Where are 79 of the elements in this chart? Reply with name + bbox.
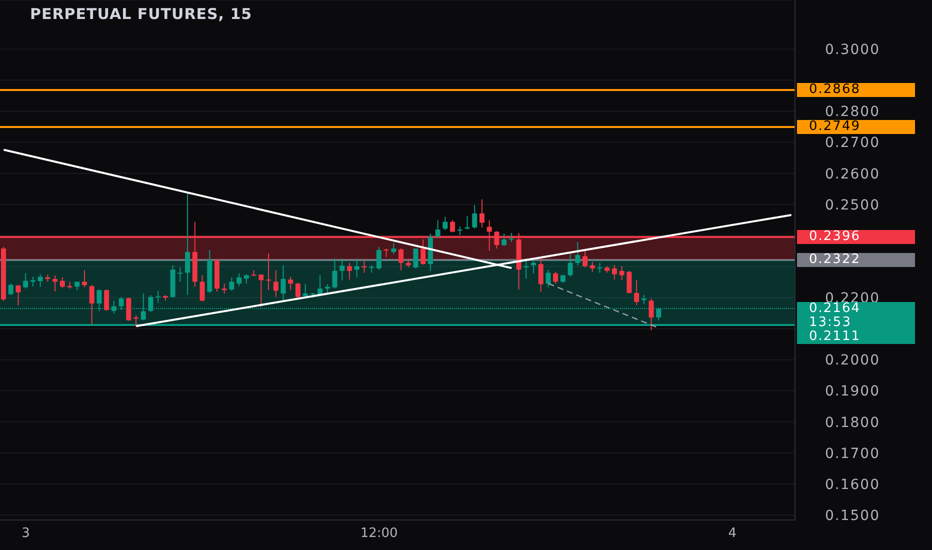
candlestick (582, 250, 588, 268)
candlestick (354, 258, 360, 278)
candlestick (546, 269, 551, 288)
y-tick-label: 0.3000 (825, 42, 880, 58)
candlestick (185, 191, 190, 296)
x-tick-label: 12:00 (360, 526, 398, 542)
candlestick (30, 276, 36, 288)
ref-line-label: 0.2111 (797, 328, 915, 344)
candlestick (229, 276, 234, 292)
candlestick (524, 258, 529, 280)
candlestick (634, 280, 640, 306)
candlestick (362, 260, 367, 274)
candlestick (273, 270, 278, 298)
candlestick (472, 204, 478, 230)
y-tick-label: 0.2000 (825, 352, 880, 369)
candlestick (302, 284, 308, 298)
candlestick (406, 258, 411, 268)
candlestick (266, 252, 271, 291)
candlestick (398, 248, 404, 271)
candlestick (648, 298, 654, 331)
candlestick (612, 264, 617, 280)
candlestick (178, 266, 183, 282)
candlestick (538, 256, 544, 292)
x-tick-label: 4 (728, 526, 737, 542)
candlestick (200, 274, 205, 302)
candlestick (590, 261, 595, 272)
candlestick (531, 260, 536, 274)
candlestick (288, 276, 294, 291)
y-tick-label: 0.2700 (825, 135, 880, 152)
candlestick (641, 294, 646, 305)
y-tick-label: 0.1900 (825, 384, 880, 400)
candlestick (479, 198, 484, 228)
candlestick (236, 272, 242, 287)
candlestick (502, 233, 507, 247)
candlestick (156, 290, 161, 304)
candlestick (244, 274, 249, 284)
candlestick (258, 274, 264, 308)
candlestick (568, 251, 573, 278)
candlestick (553, 271, 558, 284)
y-tick-label: 0.1600 (825, 476, 880, 493)
candlestick (376, 246, 382, 270)
candlestick (508, 232, 514, 242)
y-tick-label: 0.1800 (825, 414, 880, 431)
candlestick (442, 216, 448, 231)
candlestick (16, 284, 21, 306)
y-tick-label: 0.2800 (825, 104, 880, 120)
ref-line-label: 0.2749 (797, 119, 915, 134)
candlestick (413, 248, 418, 269)
y-tick-label: 0.1700 (825, 446, 880, 462)
candlestick (391, 242, 396, 255)
candlestick (626, 270, 632, 294)
candlestick (60, 276, 65, 288)
ref-line-label: 0.2322 (797, 252, 915, 267)
candlestick (346, 262, 352, 280)
candlestick (340, 258, 345, 281)
text: 13:53 (797, 314, 915, 330)
ref-line-label: 0.2868 (797, 82, 915, 98)
candlestick (575, 241, 580, 266)
candlestick (126, 297, 132, 322)
y-tick-label: 0.1500 (825, 508, 880, 524)
candlestick (295, 282, 300, 301)
candlestick (8, 283, 14, 296)
y-tick-label: 0.2600 (825, 166, 880, 182)
candlestick (38, 274, 43, 288)
candlestick (23, 272, 28, 290)
y-tick-label: 0.2500 (825, 197, 880, 214)
candlestick (89, 284, 94, 324)
candlestick (435, 220, 440, 238)
candlestick (82, 270, 87, 288)
candlestick (597, 262, 602, 274)
x-tick-label: 3 (22, 526, 30, 542)
candlestick (332, 258, 338, 290)
candlestick (222, 283, 227, 294)
candlestick (450, 220, 456, 233)
candlestick (104, 289, 110, 312)
candlestick (280, 264, 286, 301)
chart-title: PERPETUAL FUTURES, 15 (30, 5, 252, 23)
ref-line-label: 0.2396 (797, 228, 915, 244)
candlestick (619, 266, 624, 281)
